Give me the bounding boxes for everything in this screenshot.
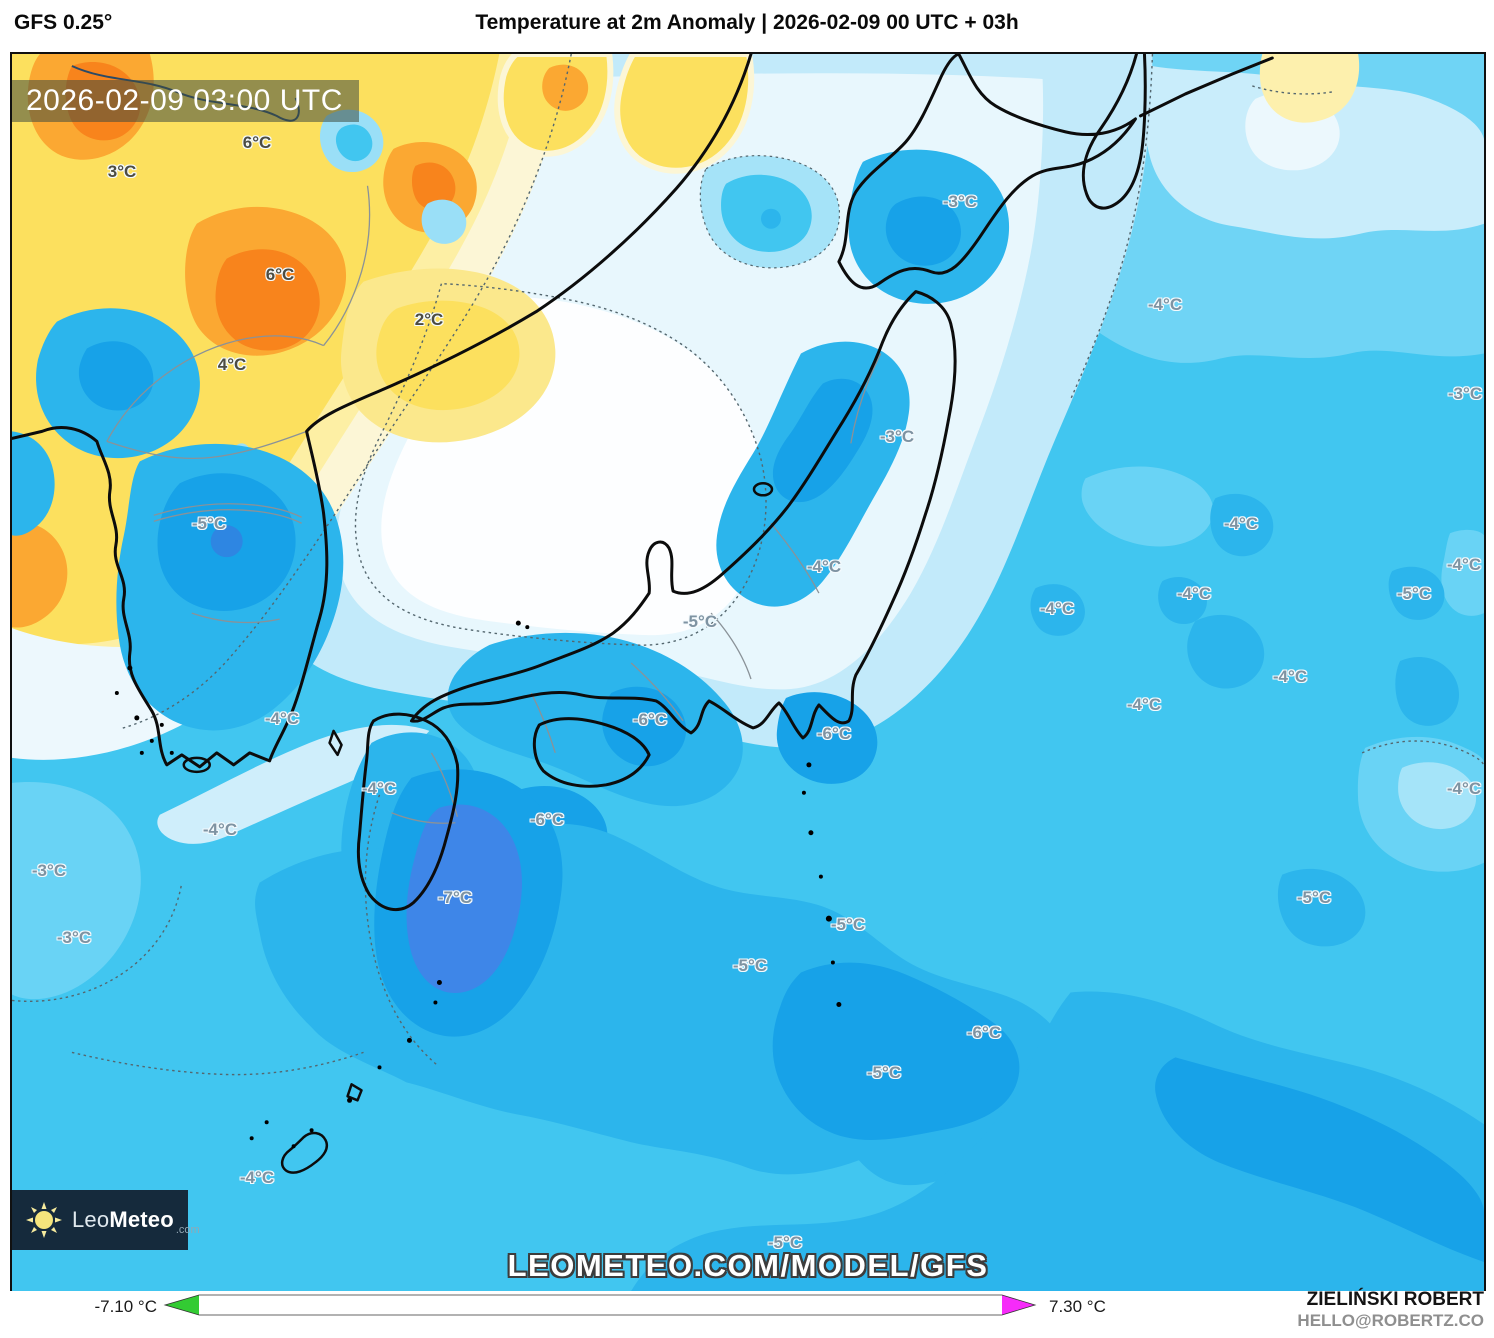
logo-wordmark: LeoMeteo — [72, 1207, 174, 1232]
temp-label: -6°C — [816, 724, 852, 743]
header: GFS 0.25° Temperature at 2m Anomaly | 20… — [0, 0, 1494, 52]
temp-label: -4°C — [239, 1168, 275, 1187]
temp-label: -3°C — [1447, 384, 1483, 403]
temp-label: -5°C — [767, 1233, 803, 1252]
temp-label: -3°C — [31, 861, 67, 880]
temp-label: 4°C — [217, 355, 247, 374]
temp-label: -4°C — [1147, 295, 1183, 314]
admin-borders — [106, 185, 882, 824]
logo-suffix: .com — [175, 1224, 200, 1236]
temp-label: -4°C — [202, 820, 238, 839]
temp-label: -4°C — [1126, 695, 1162, 714]
page-title: Temperature at 2m Anomaly | 2026-02-09 0… — [475, 11, 1019, 34]
author-name: ZIELIŃSKI ROBERT — [1306, 1289, 1484, 1310]
colorbar-arrow-right — [1002, 1295, 1035, 1315]
colorbar-max-label: 7.30 °C — [1049, 1297, 1106, 1316]
temp-label: -4°C — [1446, 779, 1482, 798]
temp-label: -6°C — [632, 710, 668, 729]
temp-label: 6°C — [242, 133, 272, 152]
footer: -7.10 °C 7.30 °C ZIELIŃSKI ROBERT HELLO@… — [0, 1288, 1494, 1338]
temp-label: -4°C — [1039, 599, 1075, 618]
weather-map: 2026-02-09 03:00 UTC 3°C 6°C 6°C 2°C 4°C -3°C… — [10, 52, 1486, 1293]
temp-label: -3°C — [942, 192, 978, 211]
leometeo-logo: LeoMeteo .com — [12, 1190, 200, 1250]
temp-label: -4°C — [264, 709, 300, 728]
timestamp-badge: 2026-02-09 03:00 UTC — [12, 80, 359, 122]
temp-label: -5°C — [682, 612, 718, 631]
temp-label: -5°C — [191, 514, 227, 533]
temp-label: -3°C — [879, 427, 915, 446]
temp-label: -7°C — [437, 888, 473, 907]
temp-label: -4°C — [1176, 584, 1212, 603]
temp-label: -5°C — [732, 956, 768, 975]
watermark: LEOMETEO.COM/MODEL/GFS — [507, 1248, 989, 1283]
temp-label: -4°C — [806, 557, 842, 576]
coastlines — [12, 54, 1274, 1174]
temp-label: -4°C — [1223, 514, 1259, 533]
temp-label: -3°C — [56, 928, 92, 947]
sun-icon — [26, 1202, 62, 1238]
colorbar-arrow-left — [165, 1295, 199, 1315]
temp-label: -4°C — [361, 779, 397, 798]
temp-label: -5°C — [1296, 888, 1332, 907]
temp-label: -4°C — [1446, 555, 1482, 574]
attribution: ZIELIŃSKI ROBERT HELLO@ROBERTZ.CO — [1297, 1288, 1484, 1331]
temp-label: 6°C — [265, 265, 295, 284]
temp-label: -5°C — [866, 1063, 902, 1082]
colorbar-min-label: -7.10 °C — [94, 1297, 157, 1316]
model-label: GFS 0.25° — [14, 11, 113, 34]
temp-label: -6°C — [966, 1023, 1002, 1042]
temp-label: 2°C — [414, 310, 444, 329]
colorbar: -7.10 °C 7.30 °C — [94, 1294, 1106, 1316]
small-islands — [114, 620, 842, 1149]
temp-label: -5°C — [830, 915, 866, 934]
weather-map-canvas — [12, 54, 1484, 1291]
temp-label: 3°C — [107, 162, 137, 181]
temp-label: -4°C — [1272, 667, 1308, 686]
temp-label: -6°C — [529, 810, 565, 829]
author-email: HELLO@ROBERTZ.CO — [1297, 1311, 1484, 1330]
temp-label: -5°C — [1396, 584, 1432, 603]
contour-lines — [12, 54, 1484, 1076]
